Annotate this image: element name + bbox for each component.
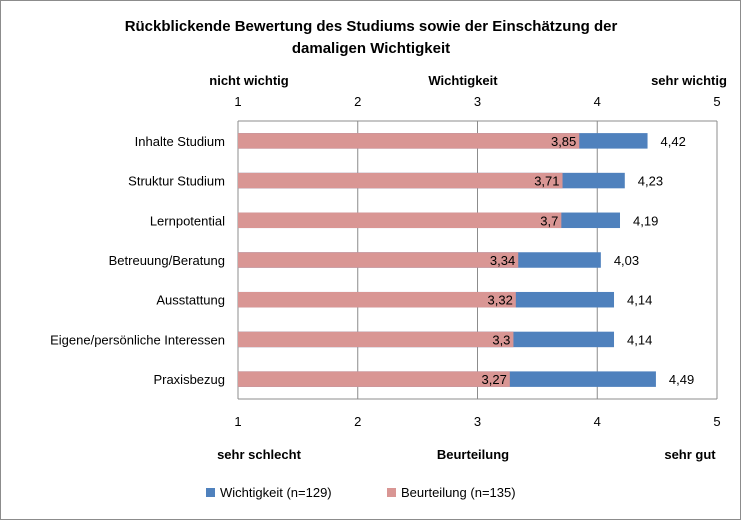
data-label-beurteilung: 3,71: [534, 174, 559, 189]
bar-beurteilung: [238, 172, 563, 189]
top-tick-label: 4: [594, 94, 601, 109]
legend-label-beurteilung: Beurteilung (n=135): [401, 485, 516, 500]
top-tick-label: 3: [474, 94, 481, 109]
data-label-wichtigkeit: 4,03: [614, 253, 639, 268]
legend-label-wichtigkeit: Wichtigkeit (n=129): [220, 485, 332, 500]
legend: Wichtigkeit (n=129) Beurteilung (n=135): [206, 485, 516, 500]
top-axis-center-label: Wichtigkeit: [428, 73, 498, 88]
bottom-tick-label: 1: [234, 414, 241, 429]
bottom-tick-label: 2: [354, 414, 361, 429]
bar-beurteilung: [238, 133, 580, 149]
data-label-beurteilung: 3,7: [540, 213, 558, 228]
category-labels: Inhalte Studium Struktur Studium Lernpoten…: [50, 134, 225, 387]
category-label: Inhalte Studium: [135, 134, 225, 149]
bottom-tick-label: 3: [474, 414, 481, 429]
top-axis-left-label: nicht wichtig: [209, 73, 289, 88]
data-label-beurteilung: 3,32: [488, 293, 513, 308]
data-label-wichtigkeit: 4,23: [638, 174, 663, 189]
tick-labels: 1 1 2 2 3 3 4 4 5 5: [234, 94, 720, 429]
bar-beurteilung: [238, 252, 519, 268]
top-tick-label: 2: [354, 94, 361, 109]
bar-beurteilung: [238, 291, 516, 308]
top-axis-right-label: sehr wichtig: [651, 73, 727, 88]
category-label: Struktur Studium: [128, 174, 225, 189]
bar-beurteilung: [238, 331, 514, 348]
bottom-axis-right-label: sehr gut: [664, 447, 716, 462]
category-label: Praxisbezug: [153, 372, 225, 387]
chart-title-line1: Rückblickende Bewertung des Studiums sow…: [125, 18, 618, 35]
category-label: Eigene/persönliche Interessen: [50, 332, 225, 347]
bar-beurteilung: [238, 212, 562, 229]
top-tick-label: 5: [713, 94, 720, 109]
top-tick-label: 1: [234, 94, 241, 109]
bars: [238, 133, 656, 387]
data-label-wichtigkeit: 4,19: [633, 213, 658, 228]
bottom-tick-label: 4: [594, 414, 601, 429]
data-label-beurteilung: 3,85: [551, 134, 576, 149]
data-label-wichtigkeit: 4,14: [627, 332, 652, 347]
category-label: Betreuung/Beratung: [109, 253, 225, 268]
data-label-wichtigkeit: 4,42: [661, 134, 686, 149]
bottom-axis-left-label: sehr schlecht: [217, 447, 301, 462]
grid: [237, 120, 718, 400]
legend-swatch-wichtigkeit: [206, 488, 215, 497]
data-label-beurteilung: 3,3: [492, 332, 510, 347]
category-label: Lernpotential: [150, 213, 225, 228]
chart-title-line2: damaligen Wichtigkeit: [292, 40, 450, 57]
data-label-wichtigkeit: 4,49: [669, 372, 694, 387]
data-labels: 3,85 4,42 3,71 4,23 3,7 4,19 3,34 4,03 3,32 4,14 3…: [482, 134, 695, 387]
data-label-beurteilung: 3,34: [490, 253, 515, 268]
data-label-beurteilung: 3,27: [482, 372, 507, 387]
bar-beurteilung: [238, 371, 510, 387]
data-label-wichtigkeit: 4,14: [627, 293, 652, 308]
bottom-axis-center-label: Beurteilung: [437, 447, 509, 462]
legend-swatch-beurteilung: [387, 488, 396, 497]
category-label: Ausstattung: [156, 293, 225, 308]
bottom-tick-label: 5: [713, 414, 720, 429]
